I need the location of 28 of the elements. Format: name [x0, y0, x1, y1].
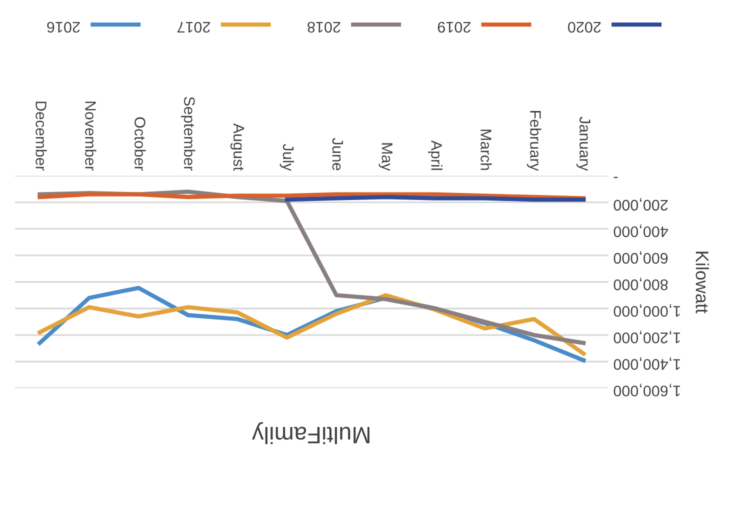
legend-label: 2018	[308, 22, 340, 33]
text: MultiFamily	[252, 422, 370, 444]
x-tick-label: November	[85, 102, 96, 171]
x-tick-label: April	[428, 140, 442, 170]
y-tick-label: 1,600,000	[614, 384, 680, 396]
legend-label: 2017	[177, 22, 210, 33]
y-tick-label: 1,000,000	[614, 304, 680, 317]
x-tick-label: September	[180, 96, 196, 171]
legend-label: 2020	[568, 22, 601, 33]
x-tick-label: March	[480, 130, 492, 170]
legend-label: 2019	[438, 22, 470, 33]
y-axis-title: Kilowatt	[696, 252, 709, 314]
y-tick-label: 800,000	[614, 278, 668, 290]
x-tick-label: August	[230, 123, 244, 171]
y-tick-label: 200,000	[614, 198, 668, 211]
y-tick-label: 400,000	[614, 224, 668, 238]
x-tick-label: December	[36, 102, 47, 171]
x-tick-label: February	[527, 111, 542, 171]
x-tick-label: October	[134, 117, 146, 171]
y-tick-label: -	[614, 176, 618, 178]
x-tick-label: January	[576, 116, 590, 171]
x-tick-label: July	[280, 144, 294, 171]
legend-label: 2016	[47, 22, 80, 33]
x-tick-label: May	[378, 143, 392, 171]
y-tick-label: 1,400,000	[614, 357, 680, 370]
y-tick-label: 1,200,000	[614, 330, 680, 344]
y-tick-label: 600,000	[614, 251, 668, 264]
x-tick-label: June	[332, 138, 343, 170]
